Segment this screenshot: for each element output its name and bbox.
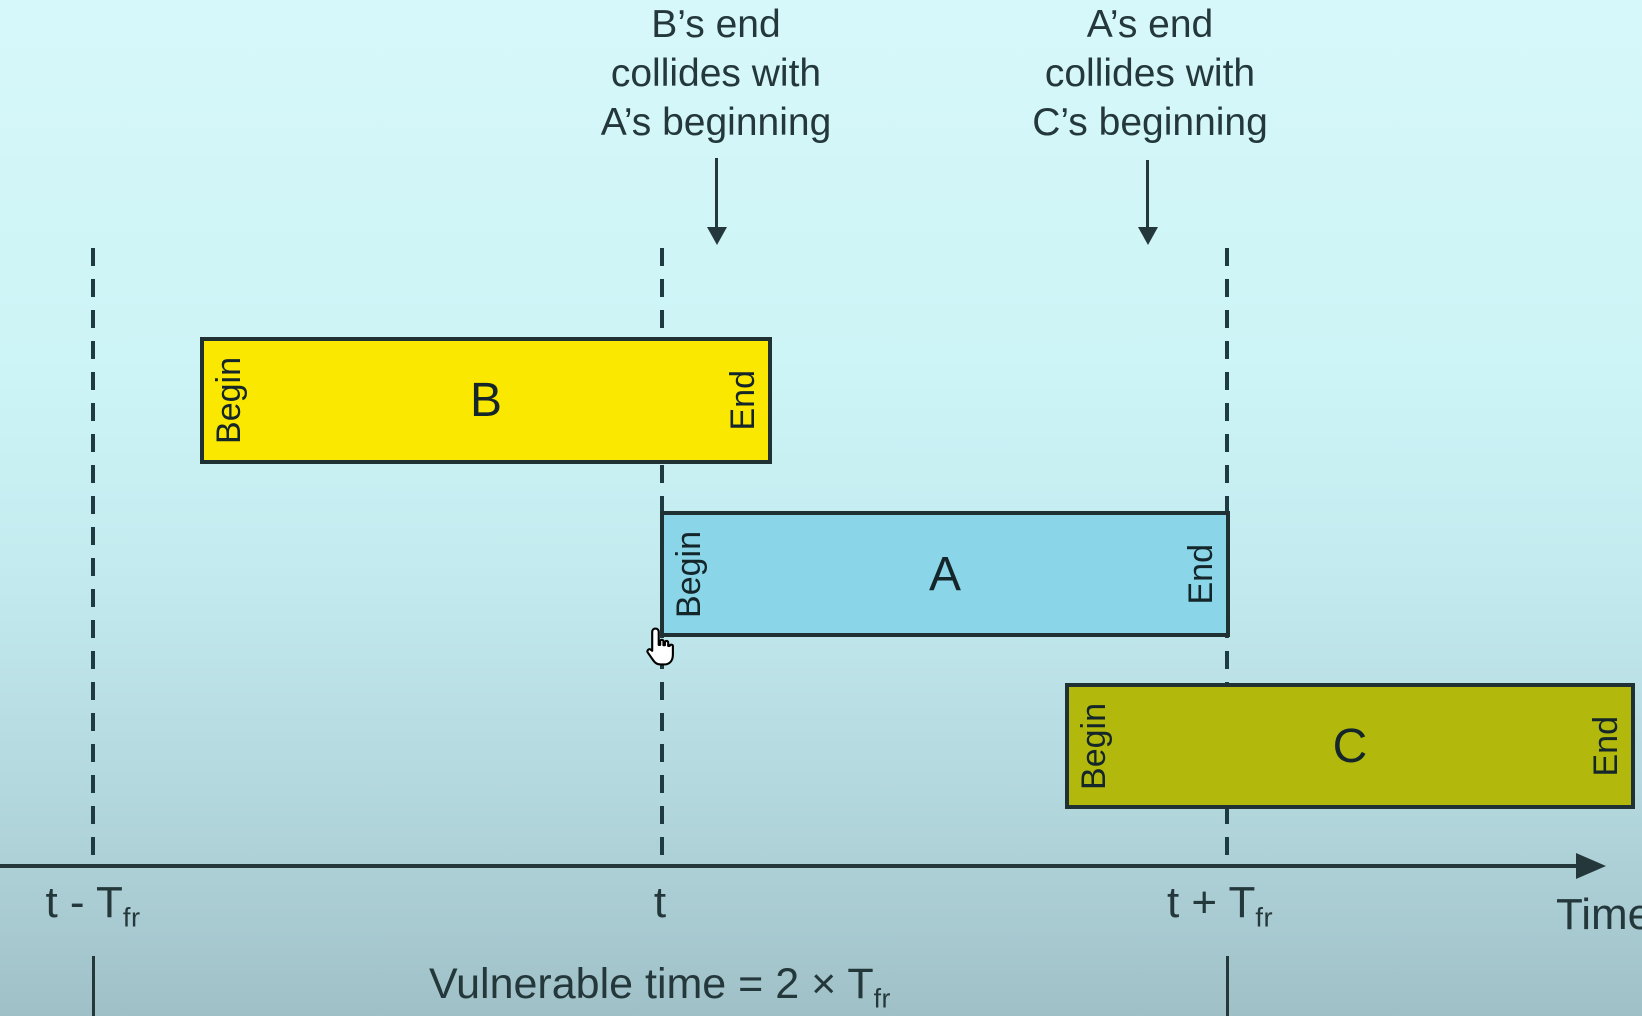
frame-a-letter: A [928, 547, 961, 601]
annotation-line: A’s end [1086, 3, 1214, 46]
frame-c: Begin C End [1065, 683, 1635, 809]
annotation-line: A’s beginning [600, 101, 832, 144]
tick-text: t - T [45, 878, 123, 927]
tick-subscript: fr [1255, 901, 1274, 933]
annotation-line: C’s beginning [1032, 101, 1268, 144]
annotation-line: B’s end [651, 3, 781, 46]
formula-subscript: fr [873, 983, 891, 1014]
tick-label-t-minus-tfr: t - Tfr [13, 878, 173, 934]
frame-a-begin-label: Begin [670, 530, 708, 618]
formula-text: Vulnerable time = 2 × T [429, 960, 874, 1008]
vulnerable-time-right-bound [1226, 956, 1229, 1016]
frame-b-end-label: End [723, 370, 762, 431]
time-axis [0, 864, 1580, 868]
frame-c-begin-label: Begin [1075, 702, 1113, 790]
annotation-line: collides with [610, 52, 822, 95]
annotation-a-end-collision: A’s end collides with C’s beginning [920, 0, 1380, 147]
frame-b-letter: B [469, 374, 502, 427]
vulnerable-time-formula: Vulnerable time = 2 × Tfr [360, 960, 960, 1014]
right-arrowhead-icon [1576, 853, 1606, 879]
down-arrowhead-icon [707, 227, 727, 245]
frame-a: Begin A End [660, 511, 1230, 637]
frame-a-end-label: End [1181, 543, 1220, 605]
tick-label-t: t [610, 878, 710, 928]
tick-label-t-plus-tfr: t + Tfr [1140, 878, 1300, 934]
tick-text: t [653, 878, 667, 927]
frame-c-end-label: End [1586, 715, 1625, 777]
down-arrowhead-icon [1138, 227, 1158, 245]
frame-c-letter: C [1332, 719, 1368, 773]
hand-pointer-cursor-icon [646, 627, 674, 666]
time-axis-label: Time [1556, 890, 1642, 939]
annotation-b-end-collision: B’s end collides with A’s beginning [486, 0, 946, 147]
dashed-line-t-minus-tfr [91, 248, 95, 866]
tick-text: t + T [1166, 878, 1256, 927]
tick-subscript: fr [122, 901, 141, 933]
frame-b: Begin B End [200, 337, 772, 464]
frame-b-begin-label: Begin [210, 357, 248, 444]
down-arrow-icon [715, 158, 718, 228]
vulnerable-time-left-bound [92, 956, 95, 1016]
annotation-line: collides with [1044, 52, 1256, 95]
down-arrow-icon [1146, 160, 1149, 228]
